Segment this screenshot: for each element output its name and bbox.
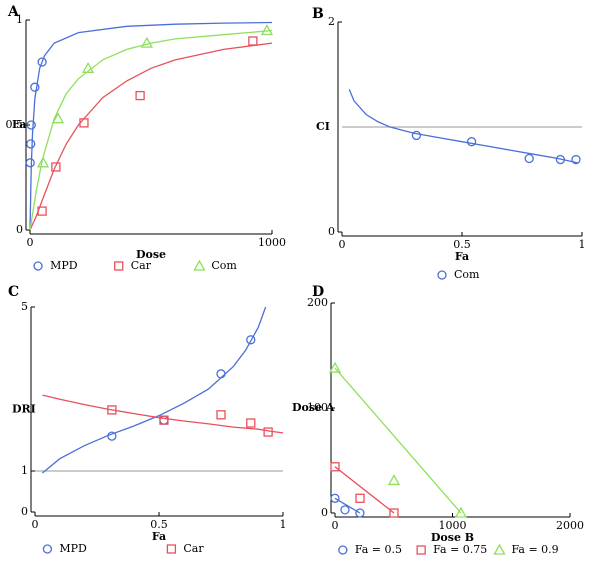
legend-marker <box>416 545 426 555</box>
intercept-point <box>389 508 399 518</box>
y-tick-label: 0.5 <box>6 118 24 131</box>
legend-label: Fa = 0.9 <box>512 543 559 556</box>
legend-marker <box>338 545 348 555</box>
legend-label: Com <box>454 268 480 281</box>
fit-curve <box>42 394 284 434</box>
fit-curve <box>348 88 578 164</box>
data-point <box>37 57 47 67</box>
isobole <box>334 497 361 514</box>
data-point <box>51 112 65 124</box>
y-tick-label: 1 <box>16 13 23 26</box>
fit-curve <box>42 306 267 474</box>
x-axis-label: Dose <box>136 248 166 261</box>
legend-marker <box>437 270 447 280</box>
y-tick-label: 0 <box>328 225 335 238</box>
x-axis-label: Fa <box>152 530 166 543</box>
fit-curve <box>29 42 273 231</box>
data-point <box>248 36 258 46</box>
x-tick-label: 0.5 <box>453 238 471 251</box>
x-tick-label: 1 <box>579 238 586 251</box>
legend-label: MPD <box>50 259 78 272</box>
y-tick-label: 0 <box>321 506 328 519</box>
x-tick-label: 0.5 <box>150 518 168 531</box>
data-point <box>140 36 153 48</box>
data-point <box>555 154 566 165</box>
x-tick-label: 1 <box>280 518 287 531</box>
y-tick-label: 0 <box>21 505 28 518</box>
fit-curve <box>29 21 273 231</box>
isobole <box>334 367 462 514</box>
data-point <box>246 418 256 428</box>
data-point <box>466 137 477 147</box>
data-point <box>411 130 422 141</box>
data-point <box>216 410 226 420</box>
y-axis-label: CI <box>316 120 330 133</box>
legend-label: Fa = 0.75 <box>433 543 487 556</box>
x-tick-label: 1000 <box>258 236 286 249</box>
data-point <box>37 206 47 216</box>
x-tick-label: 1000 <box>439 519 467 532</box>
x-tick-label: 0 <box>32 518 39 531</box>
fit-curve <box>29 29 273 231</box>
y-tick-label: 1 <box>21 464 28 477</box>
x-axis-label: Fa <box>455 250 469 263</box>
data-point <box>260 24 274 36</box>
intercept-point <box>454 506 468 518</box>
intercept-point <box>328 361 342 373</box>
x-axis-label: Dose B <box>431 531 474 544</box>
legend-marker <box>33 261 43 271</box>
y-tick-label: 0 <box>16 223 23 236</box>
data-point <box>107 405 117 415</box>
panel-label: C <box>8 284 19 300</box>
y-tick-label: 2 <box>328 15 335 28</box>
data-point <box>135 90 145 101</box>
legend-marker <box>166 544 177 554</box>
isobole <box>334 466 395 514</box>
intercept-point <box>355 508 365 518</box>
data-point <box>216 369 226 379</box>
data-point <box>26 139 36 149</box>
x-tick-label: 0 <box>27 236 34 249</box>
legend-label: Com <box>211 259 237 272</box>
intercept-point <box>330 493 340 503</box>
legend-label: MPD <box>59 542 87 555</box>
panel-label: D <box>312 284 324 300</box>
y-tick-label: 100 <box>307 401 328 414</box>
legend-marker <box>114 261 124 271</box>
data-point <box>25 158 35 168</box>
legend-label: Car <box>183 542 204 555</box>
y-axis-label: Dose A <box>292 401 335 414</box>
data-point <box>30 82 40 92</box>
legend-marker <box>42 544 53 554</box>
data-point <box>26 120 36 130</box>
x-tick-label: 0 <box>339 238 346 251</box>
x-tick-label: 0 <box>332 519 339 532</box>
legend-marker <box>193 259 206 271</box>
legend-label: Fa = 0.5 <box>355 543 402 556</box>
panel-label: B <box>312 6 324 22</box>
x-tick-label: 2000 <box>556 519 584 532</box>
data-point <box>246 335 256 345</box>
data-point <box>263 427 273 437</box>
data-point <box>524 153 534 164</box>
y-axis-label: DRI <box>12 403 36 416</box>
combination-point <box>387 474 401 486</box>
legend-marker <box>493 543 506 555</box>
combination-point <box>340 505 350 515</box>
combination-point <box>355 493 365 503</box>
data-point <box>571 154 581 165</box>
y-axis-label: Fa <box>12 118 26 131</box>
y-tick-label: 5 <box>21 300 28 313</box>
data-point <box>159 415 169 425</box>
y-tick-label: 200 <box>307 296 328 309</box>
panel-label: A <box>7 4 20 20</box>
legend-label: Car <box>131 259 152 272</box>
data-point <box>79 118 89 128</box>
data-point <box>36 156 50 168</box>
data-point <box>107 431 117 441</box>
data-point <box>81 61 95 73</box>
data-point <box>51 162 61 172</box>
intercept-point <box>330 462 340 472</box>
